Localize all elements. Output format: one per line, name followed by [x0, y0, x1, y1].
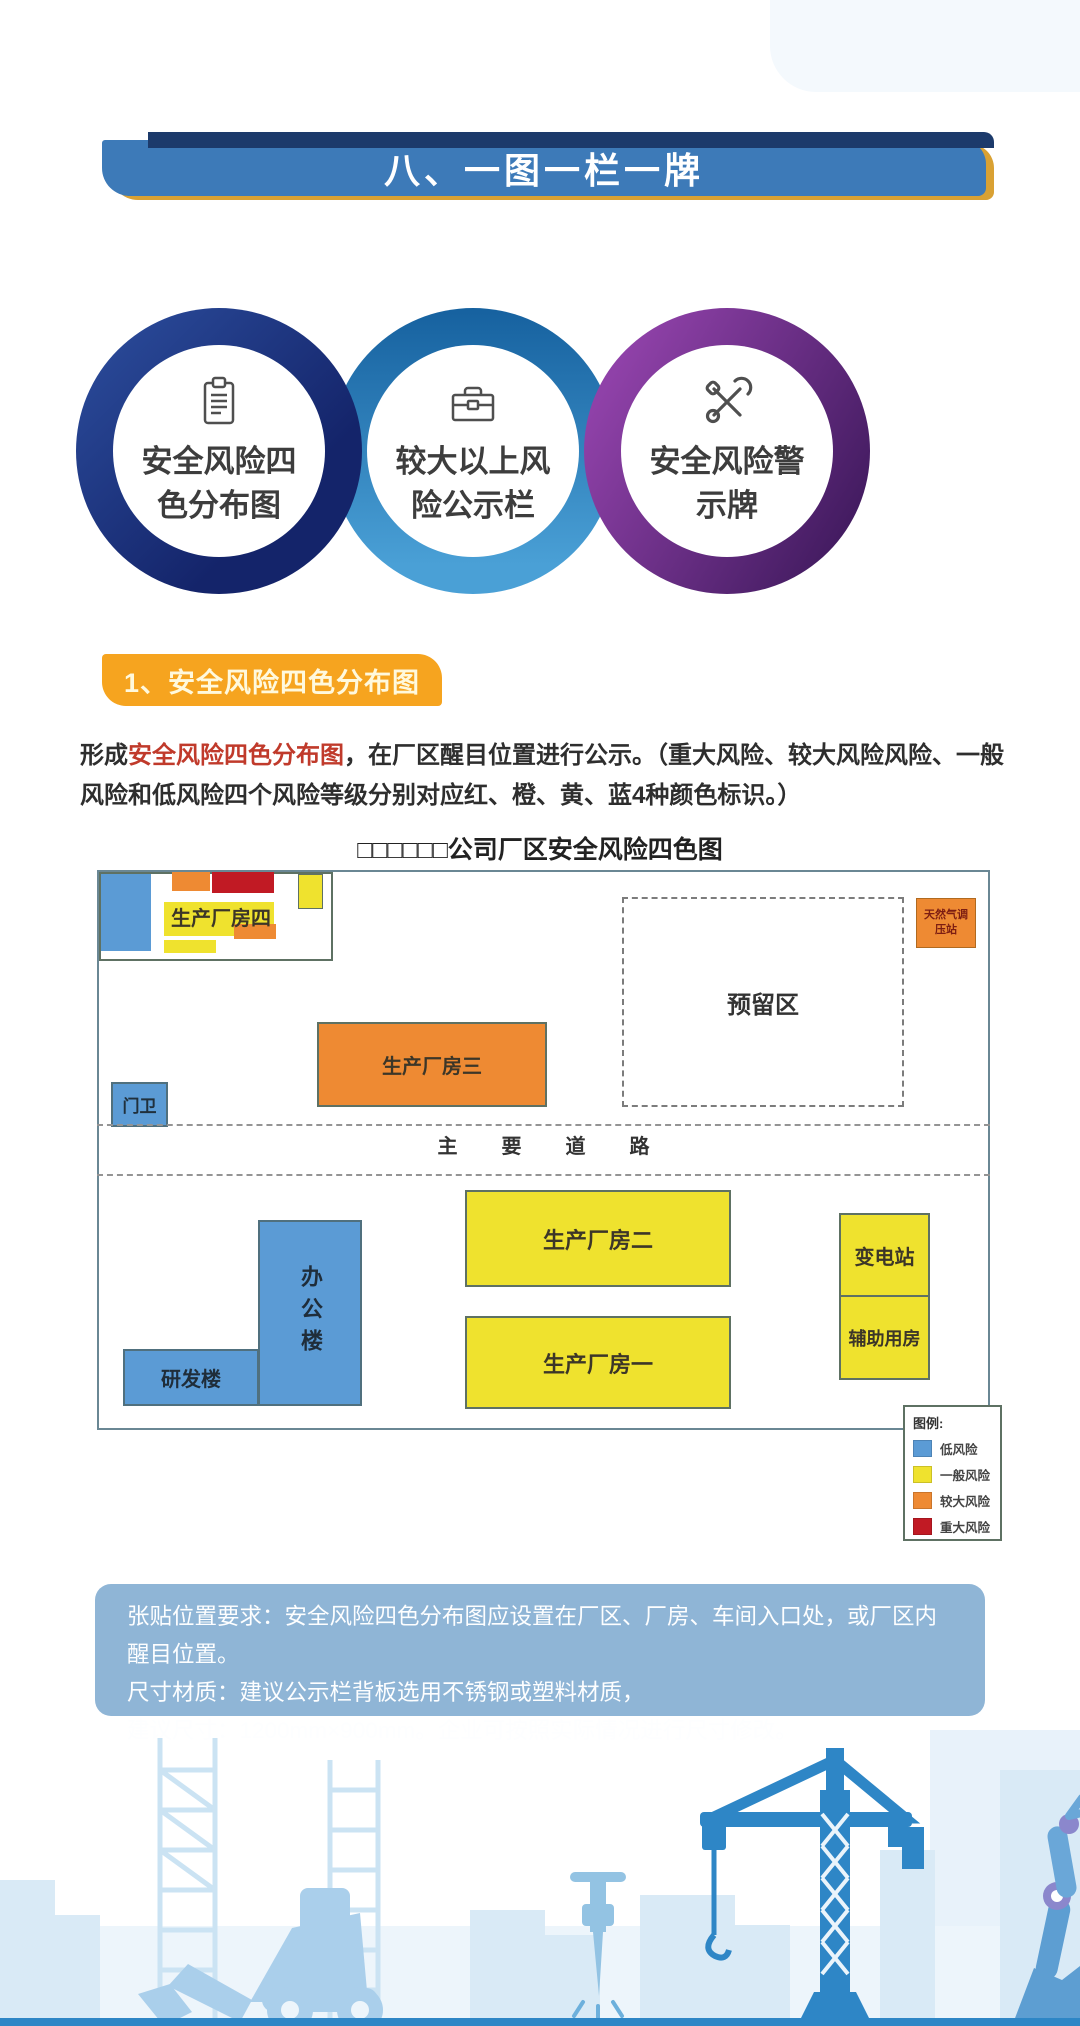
- legend-label: 较大风险: [940, 1495, 991, 1509]
- risk-zone-general: [298, 874, 323, 909]
- road-dashed-line: [97, 1124, 990, 1126]
- intro-paragraph: 形成安全风险四色分布图，在厂区醒目位置进行公示。（重大风险、较大风险风险、一般风…: [80, 736, 1010, 816]
- clipboard-icon: [191, 374, 247, 430]
- intro-suffix: ，在厂区醒目位置进行公示。（重大风险、较大风险风险、一般风险和低风险四个风险等级…: [80, 742, 1004, 809]
- feature-label-line1: 安全风险警: [649, 444, 805, 479]
- building-production-four: 生产厂房四: [99, 872, 333, 961]
- building-production-one: 生产厂房一: [465, 1316, 731, 1409]
- map-title: □□□□□□公司厂区安全风险四色图: [357, 836, 723, 864]
- legend-item: 低风险: [913, 1439, 992, 1458]
- legend-label: 重大风险: [940, 1521, 991, 1535]
- building-label: 天然气调: [924, 909, 968, 921]
- construction-illustration: [0, 1730, 1080, 2026]
- legend-item: 重大风险: [913, 1517, 992, 1536]
- building-gas-station: 天然气调 压站: [916, 898, 976, 948]
- legend-label: 低风险: [940, 1443, 978, 1457]
- footer-bar: [0, 2018, 1080, 2026]
- robot-arm: [1012, 1794, 1080, 2026]
- building-production-three: 生产厂房三: [317, 1022, 547, 1107]
- risk-zone-major: [172, 872, 210, 891]
- legend-swatch-severe: [913, 1518, 932, 1535]
- feature-circle-warning-sign: 安全风险警 示牌: [584, 308, 870, 594]
- feature-label-line1: 较大以上风: [395, 444, 551, 479]
- section-tab-label: 1、安全风险四色分布图: [124, 667, 421, 698]
- building-production-two: 生产厂房二: [465, 1190, 731, 1287]
- building-label: 压站: [935, 924, 957, 936]
- factory-risk-map: 生产厂房四 预留区 天然气调 压站 生产厂房三 门卫 主要道路 办公楼 研发楼: [97, 870, 1002, 1541]
- building-office: 办公楼: [258, 1220, 362, 1406]
- intro-prefix: 形成: [80, 742, 128, 769]
- feature-label-line2: 色分布图: [157, 488, 281, 523]
- legend-swatch-major: [913, 1492, 932, 1509]
- building-label: 变电站: [854, 1246, 915, 1269]
- posting-requirements-box: 张贴位置要求：安全风险四色分布图应设置在厂区、厂房、车间入口处，或厂区内醒目位置…: [95, 1584, 985, 1743]
- notice-line: 建议尺寸：1200mm×900mm。企业可按照实际情况进行尺寸修改。: [127, 1718, 798, 1743]
- risk-zone-low: [101, 874, 151, 951]
- legend-title: 图例:: [913, 1416, 944, 1431]
- excavator: [138, 1888, 383, 2026]
- tower-crane: [700, 1748, 924, 2026]
- page-title: 八、一图一栏一牌: [383, 150, 704, 191]
- building-label: 研发楼: [161, 1369, 221, 1391]
- building-rnd: 研发楼: [123, 1349, 259, 1406]
- building-gate-guard: 门卫: [111, 1082, 168, 1127]
- intro-highlight: 安全风险四色分布图: [128, 742, 344, 769]
- section-banner: 八、一图一栏一牌: [102, 132, 994, 196]
- feature-circle-four-color-map: 安全风险四 色分布图: [76, 308, 362, 594]
- notice-line: 张贴位置要求：安全风险四色分布图应设置在厂区、厂房、车间入口处，或厂区内醒目位置…: [127, 1604, 938, 1667]
- building-label: 门卫: [122, 1097, 157, 1116]
- risk-zone-severe: [212, 872, 274, 893]
- risk-zone-general: [164, 940, 216, 953]
- legend-swatch-low: [913, 1440, 932, 1457]
- tools-icon: [699, 374, 755, 430]
- notice-line: 尺寸材质：建议公示栏背板选用不锈钢或塑料材质，: [127, 1680, 645, 1705]
- toolbox-icon: [445, 374, 501, 430]
- legend-item: 较大风险: [913, 1491, 992, 1510]
- risk-zone-major: [234, 924, 276, 939]
- building-label: 生产厂房一: [542, 1351, 653, 1377]
- map-legend: 图例: 低风险 一般风险 较大风险 重大风险: [903, 1405, 1002, 1541]
- reserved-area: 预留区: [622, 897, 904, 1107]
- feature-label-line2: 示牌: [696, 488, 758, 523]
- skyline-silhouette: [0, 1770, 1080, 2026]
- main-road-label: 主要道路: [437, 1136, 694, 1158]
- feature-label-line2: 险公示栏: [411, 488, 535, 523]
- building-auxiliary: 辅助用房: [839, 1295, 930, 1380]
- feature-circle-risk-board: 较大以上风 险公示栏: [330, 308, 616, 594]
- building-label: 预留区: [727, 991, 799, 1019]
- building-label: 生产厂房四: [171, 908, 271, 930]
- building-label: 辅助用房: [848, 1328, 921, 1349]
- building-label: 办公楼: [298, 1265, 323, 1361]
- jackhammer: [570, 1872, 626, 2024]
- corner-decoration: [770, 0, 1080, 92]
- legend-swatch-general: [913, 1466, 932, 1483]
- feature-label-line1: 安全风险四: [141, 444, 297, 479]
- road-dashed-line: [97, 1174, 990, 1176]
- building-substation: 变电站: [839, 1213, 930, 1297]
- legend-item: 一般风险: [913, 1465, 992, 1484]
- section-tab: 1、安全风险四色分布图: [102, 654, 443, 706]
- building-label: 生产厂房二: [542, 1227, 653, 1253]
- building-label: 生产厂房三: [382, 1056, 482, 1078]
- legend-label: 一般风险: [940, 1469, 991, 1483]
